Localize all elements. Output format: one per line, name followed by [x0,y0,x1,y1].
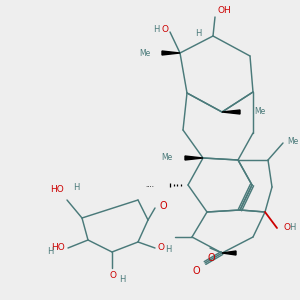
Text: H: H [154,25,160,34]
Text: HO: HO [51,242,65,251]
Text: H: H [48,247,54,256]
Polygon shape [185,156,203,160]
Text: O: O [159,201,166,211]
Text: OH: OH [217,6,231,15]
Text: H: H [165,245,171,254]
Text: H: H [73,183,80,192]
Text: H: H [195,29,201,38]
Text: O: O [110,271,116,280]
Polygon shape [222,110,240,114]
Text: Me: Me [140,49,151,58]
Text: Me: Me [287,137,298,146]
Text: HO: HO [50,185,64,194]
Text: Me: Me [161,154,172,163]
Polygon shape [162,51,180,55]
Text: O: O [192,266,200,276]
Polygon shape [222,251,236,255]
Text: H: H [119,275,125,284]
Text: O: O [207,253,215,263]
Text: O: O [158,242,165,251]
Text: O: O [283,223,290,232]
Text: H: H [289,223,296,232]
Text: ....: .... [145,182,154,188]
Text: O: O [161,25,168,34]
Text: Me: Me [254,107,265,116]
